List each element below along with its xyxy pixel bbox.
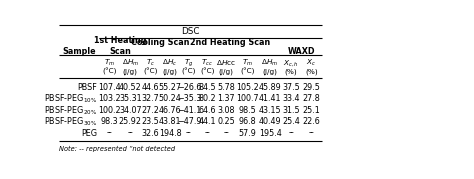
Text: $\Delta H_m$: $\Delta H_m$ — [122, 58, 139, 68]
Text: 37.5: 37.5 — [282, 83, 300, 92]
Text: 44.1: 44.1 — [199, 117, 216, 126]
Text: −26.6: −26.6 — [177, 83, 201, 92]
Text: 64.6: 64.6 — [199, 106, 216, 115]
Text: 1.37: 1.37 — [217, 95, 235, 103]
Text: 98.3: 98.3 — [100, 117, 118, 126]
Text: 25.4: 25.4 — [282, 117, 300, 126]
Text: --: -- — [128, 129, 133, 138]
Text: DSC: DSC — [181, 27, 199, 36]
Text: 33.4: 33.4 — [283, 95, 300, 103]
Text: 41.41: 41.41 — [259, 95, 282, 103]
Text: 105.2: 105.2 — [236, 83, 259, 92]
Text: 194.8: 194.8 — [159, 129, 182, 138]
Text: $\Delta H_m$: $\Delta H_m$ — [262, 58, 279, 68]
Text: 29.5: 29.5 — [302, 83, 320, 92]
Text: 46.76: 46.76 — [159, 106, 182, 115]
Text: 27.8: 27.8 — [302, 95, 320, 103]
Text: --: -- — [204, 129, 210, 138]
Text: 40.52: 40.52 — [119, 83, 142, 92]
Text: $T_m$: $T_m$ — [242, 58, 253, 68]
Text: --: -- — [288, 129, 294, 138]
Text: (°C): (°C) — [200, 68, 215, 75]
Text: PBSF: PBSF — [78, 83, 98, 92]
Text: Note: -- represented “not detected: Note: -- represented “not detected — [59, 146, 175, 153]
Text: (°C): (°C) — [240, 68, 255, 75]
Text: --: -- — [107, 129, 112, 138]
Text: 1st Heating
Scan: 1st Heating Scan — [93, 36, 146, 56]
Text: 43.15: 43.15 — [259, 106, 282, 115]
Text: 27.2: 27.2 — [142, 106, 159, 115]
Text: (°C): (°C) — [102, 68, 117, 75]
Text: 100.7: 100.7 — [236, 95, 259, 103]
Text: 107.4: 107.4 — [98, 83, 121, 92]
Text: 43.81: 43.81 — [159, 117, 181, 126]
Text: --: -- — [223, 129, 229, 138]
Text: PEG: PEG — [82, 129, 98, 138]
Text: (J/g): (J/g) — [123, 68, 138, 75]
Text: PBSF-PEG$_{30\%}$: PBSF-PEG$_{30\%}$ — [44, 116, 98, 128]
Text: 25.92: 25.92 — [119, 117, 142, 126]
Text: 23.5: 23.5 — [142, 117, 159, 126]
Text: 0.25: 0.25 — [217, 117, 235, 126]
Text: −41.1: −41.1 — [177, 106, 201, 115]
Text: (°C): (°C) — [143, 68, 158, 75]
Text: 32.6: 32.6 — [142, 129, 159, 138]
Text: 35.31: 35.31 — [119, 95, 142, 103]
Text: $T_m$: $T_m$ — [104, 58, 115, 68]
Text: 2nd Heating Scan: 2nd Heating Scan — [190, 38, 271, 47]
Text: 84.5: 84.5 — [199, 83, 216, 92]
Text: 195.4: 195.4 — [259, 129, 282, 138]
Text: 98.5: 98.5 — [238, 106, 256, 115]
Text: 25.1: 25.1 — [302, 106, 320, 115]
Text: --: -- — [186, 129, 192, 138]
Text: 45.89: 45.89 — [259, 83, 282, 92]
Text: 5.78: 5.78 — [217, 83, 235, 92]
Text: 32.7: 32.7 — [142, 95, 159, 103]
Text: 31.5: 31.5 — [282, 106, 300, 115]
Text: 80.2: 80.2 — [199, 95, 216, 103]
Text: −35.3: −35.3 — [177, 95, 201, 103]
Text: 100.2: 100.2 — [98, 106, 121, 115]
Text: Cooling Scan: Cooling Scan — [131, 38, 190, 47]
Text: $T_g$: $T_g$ — [184, 57, 194, 69]
Text: $\Delta H$cc: $\Delta H$cc — [216, 58, 236, 67]
Text: 44.6: 44.6 — [142, 83, 159, 92]
Text: 103.2: 103.2 — [98, 95, 121, 103]
Text: −47.9: −47.9 — [177, 117, 201, 126]
Text: WAXD: WAXD — [288, 47, 315, 56]
Text: $T_{cc}$: $T_{cc}$ — [201, 58, 213, 68]
Text: 57.9: 57.9 — [238, 129, 256, 138]
Text: 3.08: 3.08 — [217, 106, 235, 115]
Text: (°C): (°C) — [182, 68, 196, 75]
Text: (%): (%) — [285, 68, 297, 75]
Text: --: -- — [309, 129, 314, 138]
Text: 22.6: 22.6 — [302, 117, 320, 126]
Text: PBSF-PEG$_{20\%}$: PBSF-PEG$_{20\%}$ — [44, 104, 98, 117]
Text: (J/g): (J/g) — [263, 68, 278, 75]
Text: 34.07: 34.07 — [119, 106, 142, 115]
Text: (J/g): (J/g) — [163, 68, 177, 75]
Text: 96.8: 96.8 — [238, 117, 256, 126]
Text: 50.24: 50.24 — [159, 95, 182, 103]
Text: (J/g): (J/g) — [219, 68, 234, 75]
Text: $X_{c,h}$: $X_{c,h}$ — [283, 58, 299, 68]
Text: 55.27: 55.27 — [158, 83, 182, 92]
Text: 40.49: 40.49 — [259, 117, 282, 126]
Text: $X_c$: $X_c$ — [306, 58, 317, 68]
Text: (%): (%) — [305, 68, 318, 75]
Text: PBSF-PEG$_{10\%}$: PBSF-PEG$_{10\%}$ — [44, 93, 98, 105]
Text: $\Delta H_c$: $\Delta H_c$ — [162, 58, 178, 68]
Text: Sample: Sample — [62, 47, 96, 56]
Text: $T_c$: $T_c$ — [146, 58, 155, 68]
